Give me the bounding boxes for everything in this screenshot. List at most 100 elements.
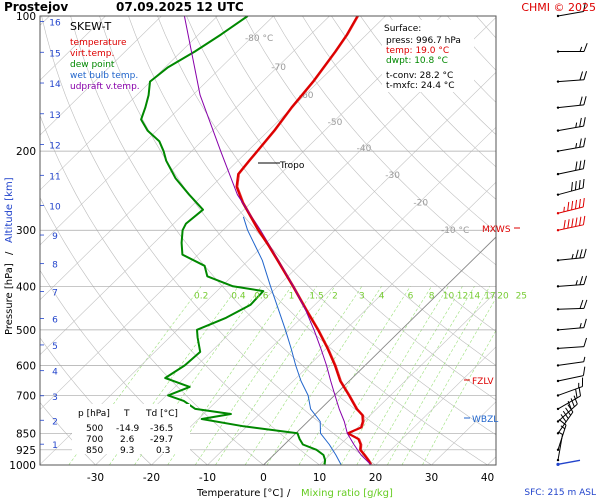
pressure-tick-label: 850 [16, 428, 36, 440]
wind-barb-flag [579, 96, 583, 106]
wind-barb-base [556, 129, 560, 132]
altitude-tick-label: 6 [52, 316, 58, 326]
wind-barb-shaft [557, 327, 584, 331]
isotherm-label: -50 [328, 118, 343, 128]
wind-barb-base [556, 285, 560, 288]
surface-temp: temp: 19.0 °C [386, 46, 449, 56]
wind-barb-flag [567, 219, 570, 229]
wind-barb-half [575, 122, 578, 128]
altitude-tick-label: 11 [49, 172, 60, 182]
x-axis-title-mixing: Mixing ratio [g/kg] [301, 488, 393, 499]
wind-barb-base [556, 432, 560, 435]
wind-barb-base [556, 229, 560, 232]
mixing-ratio-label: 20 [497, 291, 509, 301]
mixing-ratio-label: 1 [289, 291, 295, 301]
isotherm-line [487, 456, 496, 465]
table-header-p: p [hPa] [78, 409, 110, 419]
wind-barb-flag [579, 249, 583, 259]
wind-barb-base [556, 149, 560, 153]
dry-adiabat [505, 16, 600, 465]
wind-barb-flag [567, 404, 574, 413]
station-name: Prostejov [4, 0, 68, 14]
isotherm-line [151, 126, 496, 465]
updraft-line [183, 16, 371, 465]
max-wind-marker: MXWS [482, 225, 520, 235]
wind-barb-half [571, 253, 574, 259]
wind-barb-flag [583, 42, 588, 52]
y-axis-title-altitude: Altitude [km] [4, 177, 15, 243]
table-row-850-p: 850 [86, 446, 103, 456]
wind-barb-flag [583, 337, 588, 347]
wind-barb-shaft [557, 125, 584, 132]
wind-barbs [556, 2, 588, 466]
wind-barb-flag [579, 138, 582, 148]
temperature-tick-label: 20 [369, 472, 382, 484]
wind-barb-flag [571, 218, 574, 228]
legend-updraft: udpraft v.temp. [70, 82, 140, 92]
isotherm-label: -60 [299, 91, 314, 101]
wind-barb-shaft [557, 284, 584, 287]
mixing-ratio-label: 0.4 [231, 291, 246, 301]
wind-barb-shaft [557, 79, 584, 83]
wind-barb-base [556, 80, 560, 83]
pressure-tick-label: 1000 [9, 460, 36, 472]
table-row-700-p: 700 [86, 435, 103, 445]
wind-barb-base [556, 364, 560, 367]
wind-barb [556, 71, 588, 83]
tropopause-marker: Tropo [258, 161, 305, 171]
isotherm-line [40, 16, 162, 136]
wind-barb-flag [582, 178, 585, 188]
wind-barb-base [556, 106, 560, 109]
x-axis-title: Temperature [°C] [196, 488, 283, 499]
pressure-tick-label: 200 [16, 146, 36, 158]
wind-barb [556, 366, 586, 383]
isotherm-line [40, 16, 442, 411]
isotherm-line [40, 16, 274, 246]
wind-barb [556, 248, 587, 262]
wind-barb-flag [578, 179, 581, 190]
altitude-tick-label: 12 [49, 142, 60, 152]
wind-barb-flag [563, 220, 566, 230]
table-header-t: T [123, 409, 130, 419]
wind-barb-flag [579, 276, 584, 285]
pressure-tick-label: 400 [16, 281, 36, 293]
wind-barb-flag [583, 318, 587, 328]
dry-adiabat [157, 16, 496, 401]
wind-barb [556, 137, 586, 153]
wind-barb-base [556, 394, 560, 397]
surface-info: Surface: press: 996.7 hPa temp: 19.0 °C … [382, 20, 474, 92]
wind-barb-flag [560, 414, 567, 423]
wind-barb-base [556, 14, 560, 18]
wind-barb-shaft [557, 424, 567, 450]
dry-adiabat [186, 16, 496, 366]
temperature-tick-label: 40 [481, 472, 494, 484]
wind-barb-flag [582, 159, 586, 169]
pressure-tick-label: 500 [16, 325, 36, 337]
isotherm-label: -10 °C [441, 226, 469, 236]
surface-tconv: t-conv: 28.2 °C [386, 71, 453, 81]
wind-barb [556, 117, 586, 132]
mixing-ratio-label: 10 [443, 291, 455, 301]
dry-adiabat [534, 16, 600, 465]
wind-barb-flag [579, 160, 582, 170]
wind-barb-half [560, 425, 566, 430]
pressure-tick-label: 300 [16, 225, 36, 237]
wind-barb-base [556, 259, 560, 262]
wind-barb-flag [583, 137, 586, 147]
wind-barb [556, 318, 587, 332]
dry-adiabat [273, 16, 496, 266]
isotherm-line [263, 236, 496, 465]
mixing-ratio-label: 8 [429, 291, 435, 301]
surface-wind-base [556, 462, 560, 466]
altitude-tick-label: 1 [52, 441, 58, 451]
mixing-ratio-label: 0.2 [194, 291, 208, 301]
wind-barb-shaft [557, 375, 584, 382]
wind-barb-base [556, 347, 560, 350]
surface-dwpt: dwpt: 10.8 °C [386, 56, 448, 66]
table-row-700-td: -29.7 [150, 435, 173, 445]
surface-wind-shaft [557, 459, 581, 466]
wind-barb-shaft [557, 403, 578, 422]
table-row-700-t: 2.6 [120, 435, 135, 445]
isotherm-label: -30 [385, 171, 400, 181]
x-axis-title-sep: / [287, 488, 291, 499]
